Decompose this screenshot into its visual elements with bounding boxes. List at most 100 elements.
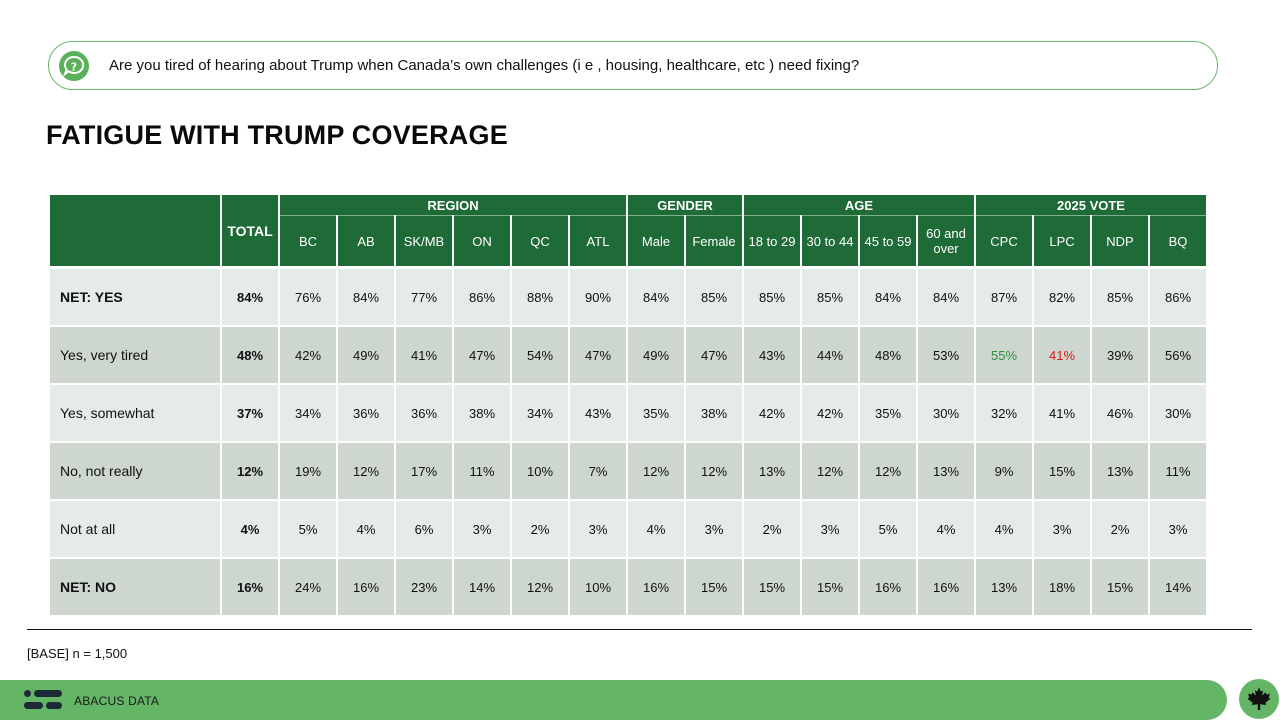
table-row: Not at all 4% 5% 4% 6% 3% 2% 3% 4% 3% 2% 3% 5% 4% 4% 3%… bbox=[50, 501, 1206, 559]
table-cell: 47% bbox=[686, 327, 742, 385]
header-group-age: AGE bbox=[744, 195, 974, 215]
header-column: 60 and over bbox=[918, 215, 974, 266]
row-total: 12% bbox=[222, 443, 278, 501]
table-cell: 3% bbox=[802, 501, 858, 559]
header-column: Female bbox=[686, 215, 742, 266]
table-row: NET: NO 16% 24% 16% 23% 14% 12% 10% 16% 15% 15% 15%… bbox=[50, 559, 1206, 617]
table-cell: 24% bbox=[280, 559, 336, 617]
svg-text:?: ? bbox=[71, 61, 77, 74]
table-cell: 86% bbox=[454, 269, 510, 327]
table-cell: 47% bbox=[570, 327, 626, 385]
row-label: NET: NO bbox=[50, 559, 220, 617]
header-column: 18 to 29 bbox=[744, 215, 800, 266]
table-cell: 13% bbox=[976, 559, 1032, 617]
table-row: No, not really 12% 19% 12% 17% 11% 10% 7% 12% 12%… bbox=[50, 443, 1206, 501]
header-column: BC bbox=[280, 215, 336, 266]
table-cell: 12% bbox=[628, 443, 684, 501]
table-cell: 30% bbox=[1150, 385, 1206, 443]
table-cell: 77% bbox=[396, 269, 452, 327]
header-column: QC bbox=[512, 215, 568, 266]
header-column: CPC bbox=[976, 215, 1032, 266]
table-cell: 12% bbox=[802, 443, 858, 501]
header-column: 45 to 59 bbox=[860, 215, 916, 266]
table-cell: 76% bbox=[280, 269, 336, 327]
table-cell: 42% bbox=[744, 385, 800, 443]
table-cell: 86% bbox=[1150, 269, 1206, 327]
header-column-row: BC AB SK/MB ON QC ATL Male Female 18 to 29 30 to … bbox=[50, 215, 1206, 266]
table-cell: 15% bbox=[1092, 559, 1148, 617]
table-cell: 36% bbox=[338, 385, 394, 443]
header-column: ON bbox=[454, 215, 510, 266]
table-cell: 35% bbox=[628, 385, 684, 443]
table-cell: 41% bbox=[1034, 327, 1090, 385]
header-blank bbox=[50, 195, 220, 266]
maple-leaf-icon bbox=[1239, 679, 1279, 719]
table-cell: 41% bbox=[1034, 385, 1090, 443]
table-cell: 3% bbox=[1150, 501, 1206, 559]
footer-divider bbox=[27, 629, 1252, 630]
table-cell: 5% bbox=[860, 501, 916, 559]
table-cell: 4% bbox=[976, 501, 1032, 559]
question-text: Are you tired of hearing about Trump whe… bbox=[109, 57, 860, 74]
table-cell: 6% bbox=[396, 501, 452, 559]
row-label: Yes, somewhat bbox=[50, 385, 220, 443]
header-column: LPC bbox=[1034, 215, 1090, 266]
table-cell: 11% bbox=[454, 443, 510, 501]
table-cell: 85% bbox=[802, 269, 858, 327]
table-cell: 56% bbox=[1150, 327, 1206, 385]
results-table: TOTAL REGION GENDER AGE 2025 VOTE BC AB SK/MB O… bbox=[48, 195, 1208, 617]
question-box: ? Are you tired of hearing about Trump w… bbox=[48, 41, 1218, 90]
table-cell: 88% bbox=[512, 269, 568, 327]
table-cell: 14% bbox=[1150, 559, 1206, 617]
question-icon: ? bbox=[59, 51, 89, 81]
table-row: NET: YES 84% 76% 84% 77% 86% 88% 90% 84% 85% 85% 85… bbox=[50, 269, 1206, 327]
table-cell: 13% bbox=[744, 443, 800, 501]
table-cell: 7% bbox=[570, 443, 626, 501]
table-cell: 11% bbox=[1150, 443, 1206, 501]
table-cell: 4% bbox=[918, 501, 974, 559]
table-cell: 15% bbox=[1034, 443, 1090, 501]
brand-name: ABACUS DATA bbox=[74, 694, 160, 708]
header-group-2025-vote: 2025 VOTE bbox=[976, 195, 1206, 215]
header-group-row: TOTAL REGION GENDER AGE 2025 VOTE bbox=[50, 195, 1206, 266]
table-cell: 15% bbox=[686, 559, 742, 617]
table-cell: 2% bbox=[744, 501, 800, 559]
abacus-logo-icon bbox=[24, 689, 64, 711]
table-cell: 53% bbox=[918, 327, 974, 385]
table-cell: 46% bbox=[1092, 385, 1148, 443]
base-note: [BASE] n = 1,500 bbox=[27, 646, 128, 661]
table-cell: 12% bbox=[338, 443, 394, 501]
header-group-gender: GENDER bbox=[628, 195, 742, 215]
table-cell: 82% bbox=[1034, 269, 1090, 327]
table-cell: 9% bbox=[976, 443, 1032, 501]
table-cell: 38% bbox=[454, 385, 510, 443]
table-cell: 13% bbox=[1092, 443, 1148, 501]
table-cell: 14% bbox=[454, 559, 510, 617]
table-cell: 17% bbox=[396, 443, 452, 501]
table-cell: 87% bbox=[976, 269, 1032, 327]
table-cell: 84% bbox=[628, 269, 684, 327]
header-column: Male bbox=[628, 215, 684, 266]
row-total: 4% bbox=[222, 501, 278, 559]
table-cell: 49% bbox=[338, 327, 394, 385]
header-column: AB bbox=[338, 215, 394, 266]
row-label: Not at all bbox=[50, 501, 220, 559]
table-cell: 16% bbox=[338, 559, 394, 617]
table-cell: 15% bbox=[802, 559, 858, 617]
table-cell: 38% bbox=[686, 385, 742, 443]
table-cell: 16% bbox=[860, 559, 916, 617]
table-cell: 34% bbox=[280, 385, 336, 443]
header-column: NDP bbox=[1092, 215, 1148, 266]
table-cell: 2% bbox=[512, 501, 568, 559]
table-cell: 3% bbox=[454, 501, 510, 559]
table-cell: 12% bbox=[686, 443, 742, 501]
table-cell: 42% bbox=[280, 327, 336, 385]
row-total: 84% bbox=[222, 269, 278, 327]
table-cell: 10% bbox=[570, 559, 626, 617]
row-total: 16% bbox=[222, 559, 278, 617]
page-title: FATIGUE WITH TRUMP COVERAGE bbox=[46, 120, 508, 150]
table-cell: 84% bbox=[338, 269, 394, 327]
table-cell: 3% bbox=[570, 501, 626, 559]
table-cell: 90% bbox=[570, 269, 626, 327]
table-cell: 36% bbox=[396, 385, 452, 443]
